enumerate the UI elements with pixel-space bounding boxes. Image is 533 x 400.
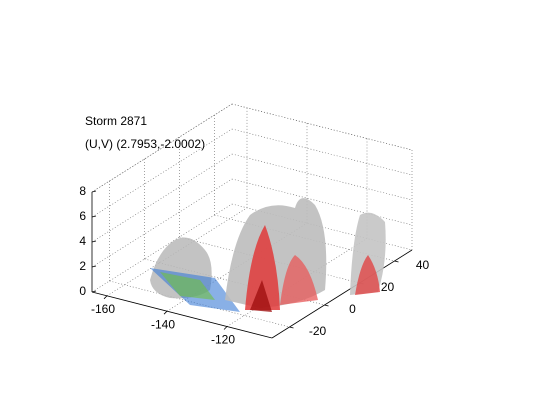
y-tick — [324, 304, 329, 307]
grid-line — [91, 153, 233, 243]
box-edge — [231, 103, 413, 151]
y-tick — [289, 326, 294, 329]
z-tick — [91, 215, 97, 218]
z-tick-label: 6 — [79, 209, 86, 223]
y-axis — [271, 249, 413, 339]
grid-line — [91, 103, 233, 193]
grid-line — [109, 280, 290, 328]
z-tick-label: 2 — [79, 259, 86, 273]
y-tick-label: 20 — [381, 280, 395, 294]
grid-line — [214, 214, 395, 262]
x-tick — [163, 310, 168, 315]
z-tick — [91, 290, 97, 293]
y-tick-label: 0 — [349, 302, 356, 316]
x-tick — [103, 295, 108, 300]
red-blob — [280, 255, 318, 305]
z-tick-label: 0 — [79, 284, 86, 298]
x-tick-label: -120 — [211, 333, 235, 347]
grid-line — [179, 236, 360, 284]
chart-title: Storm 2871 — [85, 114, 147, 128]
z-tick — [91, 190, 97, 193]
z-tick — [91, 265, 97, 268]
z-tick — [91, 240, 97, 243]
grid-line — [231, 128, 413, 176]
x-tick-label: -160 — [91, 302, 115, 316]
box-edge — [91, 103, 233, 193]
grid-line — [231, 178, 413, 226]
z-tick-label: 8 — [79, 184, 86, 198]
grid-line — [91, 128, 233, 218]
grid-line — [106, 207, 248, 297]
surface-blobs — [150, 198, 386, 312]
green-blob — [160, 272, 215, 300]
z-tick-label: 4 — [79, 234, 86, 248]
y-tick-label: -20 — [309, 324, 327, 338]
y-tick — [394, 260, 399, 263]
y-tick-label: 40 — [416, 258, 430, 272]
red-blob — [250, 280, 272, 312]
x-axis — [91, 291, 273, 339]
grid-line — [91, 178, 233, 268]
grid-line — [231, 153, 413, 201]
x-tick-label: -140 — [151, 317, 175, 331]
grid-line — [226, 238, 368, 327]
red-blob — [245, 225, 280, 310]
chart-subtitle: (U,V) (2.7953,-2.0002) — [85, 137, 205, 151]
grid-line — [91, 203, 233, 293]
red-blob — [355, 255, 380, 295]
x-tick — [223, 326, 228, 330]
